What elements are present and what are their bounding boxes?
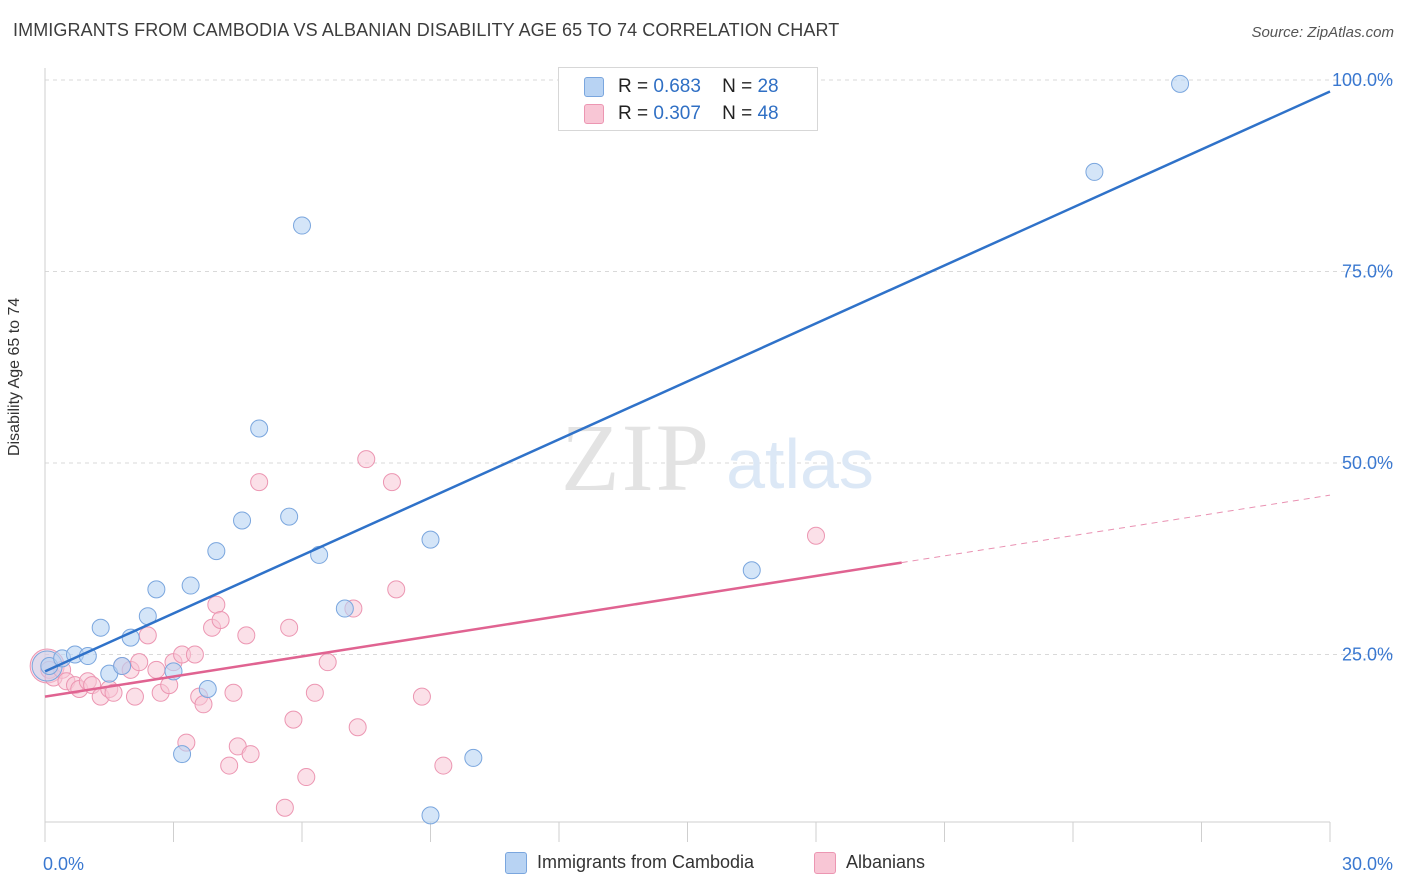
cambodia-swatch (584, 77, 604, 97)
chart-title: IMMIGRANTS FROM CAMBODIA VS ALBANIAN DIS… (13, 20, 840, 40)
data-point-cambodia (173, 745, 192, 764)
source-label: Source: ZipAtlas.com (1251, 24, 1394, 41)
data-point-albanians (104, 683, 123, 702)
data-point-cambodia (421, 806, 440, 825)
x-tick-label: 0.0% (43, 854, 84, 874)
r-label: R = (618, 103, 649, 124)
data-point-albanians (280, 618, 299, 637)
data-point-albanians (382, 473, 401, 492)
data-point-cambodia (742, 561, 761, 580)
y-axis-label: Disability Age 65 to 74 (6, 297, 23, 456)
data-point-cambodia (198, 679, 217, 698)
r-value: 0.307 (653, 103, 701, 124)
legend-swatch-cambodia (505, 852, 527, 874)
data-point-albanians (138, 626, 157, 645)
n-value: 48 (757, 103, 779, 124)
data-point-albanians (185, 645, 204, 664)
data-point-cambodia (233, 511, 252, 530)
trend-lines (44, 90, 1331, 698)
data-point-albanians (284, 710, 303, 729)
data-point-albanians (125, 687, 144, 706)
data-point-cambodia (464, 748, 483, 767)
series-cambodia (31, 74, 1190, 825)
y-tick-label: 100.0% (1332, 70, 1393, 90)
data-point-albanians (275, 798, 294, 817)
data-point-albanians (807, 526, 825, 545)
trend-line-albanians-extension (901, 494, 1331, 564)
data-point-cambodia (147, 580, 166, 599)
x-tick-label: 30.0% (1342, 854, 1393, 874)
watermark-zip: ZIP (561, 404, 711, 511)
r-label: R = (618, 76, 649, 97)
data-point-albanians (130, 653, 149, 672)
data-point-albanians (434, 756, 453, 775)
data-point-cambodia (293, 216, 311, 235)
n-value: 28 (757, 76, 779, 97)
data-point-albanians (237, 626, 256, 645)
data-point-cambodia (1085, 162, 1104, 181)
legend-label-albanians: Albanians (846, 852, 926, 872)
data-point-albanians (211, 611, 230, 630)
data-point-cambodia (91, 618, 110, 637)
stats-legend: R = 0.683 N = 28 R = 0.307 N = 48 (558, 67, 818, 131)
y-tick-label: 50.0% (1342, 453, 1393, 473)
y-tick-label: 75.0% (1342, 262, 1393, 282)
data-point-albanians (348, 718, 367, 737)
data-point-cambodia (181, 576, 200, 595)
data-point-albanians (412, 687, 431, 706)
n-label: N = (722, 103, 753, 124)
data-point-cambodia (1171, 74, 1190, 93)
data-point-cambodia (250, 419, 269, 438)
r-value: 0.683 (653, 76, 701, 97)
trend-line-cambodia (44, 90, 1331, 673)
y-tick-label: 25.0% (1342, 645, 1393, 665)
data-point-albanians (194, 695, 213, 714)
data-point-cambodia (421, 530, 440, 549)
data-point-albanians (250, 473, 269, 492)
trend-line-albanians (44, 561, 902, 698)
data-point-albanians (318, 653, 337, 672)
data-point-cambodia (113, 656, 132, 675)
tick-labels: 25.0% 50.0% 75.0% 100.0% 0.0% 30.0% (43, 70, 1393, 874)
data-point-albanians (220, 756, 239, 775)
data-point-albanians (357, 450, 376, 469)
data-point-albanians (305, 683, 324, 702)
legend-swatch-albanians (814, 852, 836, 874)
data-point-albanians (207, 595, 226, 614)
data-point-cambodia (335, 599, 354, 618)
albanians-swatch (584, 104, 604, 124)
data-point-cambodia (280, 507, 299, 526)
legend-label-cambodia: Immigrants from Cambodia (537, 852, 755, 872)
watermark-atlas: atlas (726, 425, 874, 503)
data-point-albanians (224, 683, 243, 702)
data-point-albanians (387, 580, 406, 599)
data-point-albanians (241, 745, 260, 764)
watermark: ZIP atlas (561, 404, 874, 511)
data-point-cambodia (207, 542, 226, 561)
data-point-albanians (147, 660, 166, 679)
n-label: N = (722, 76, 753, 97)
data-point-albanians (297, 768, 316, 787)
